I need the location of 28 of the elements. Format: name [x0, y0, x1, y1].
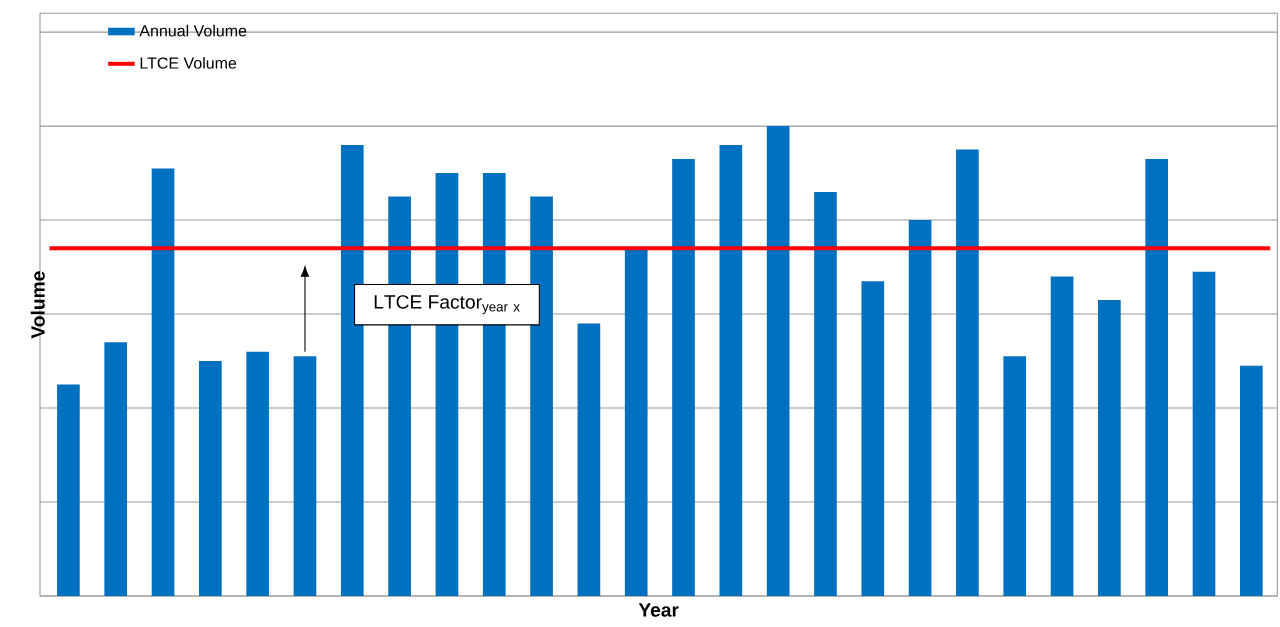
bar — [861, 281, 885, 597]
bar — [1098, 300, 1121, 597]
legend-label: Annual Volume — [139, 24, 247, 37]
legend-label: LTCE Volume — [140, 57, 237, 69]
bar — [624, 248, 648, 597]
bar — [814, 192, 837, 597]
bar — [340, 145, 364, 597]
bar — [246, 351, 269, 597]
bar — [719, 145, 743, 597]
bar — [151, 168, 175, 597]
bar — [577, 323, 601, 597]
bar — [1192, 271, 1216, 597]
bar — [1239, 365, 1263, 597]
bar — [104, 342, 128, 597]
annotation: $\mathrm{LTCE\ Factor}_{\mathrm{year\ x}}$ — [374, 295, 520, 315]
bar — [199, 361, 222, 597]
bar — [57, 384, 80, 597]
bar — [1145, 159, 1169, 597]
bar — [672, 159, 695, 597]
bar — [908, 220, 932, 597]
bar — [766, 126, 790, 597]
x-axis-title: Year — [638, 603, 679, 617]
bar — [1050, 276, 1074, 597]
y-axis-title: Volume — [30, 271, 45, 339]
bar — [293, 356, 317, 597]
bar — [956, 149, 979, 597]
bar — [1003, 356, 1027, 597]
bar — [530, 196, 553, 597]
